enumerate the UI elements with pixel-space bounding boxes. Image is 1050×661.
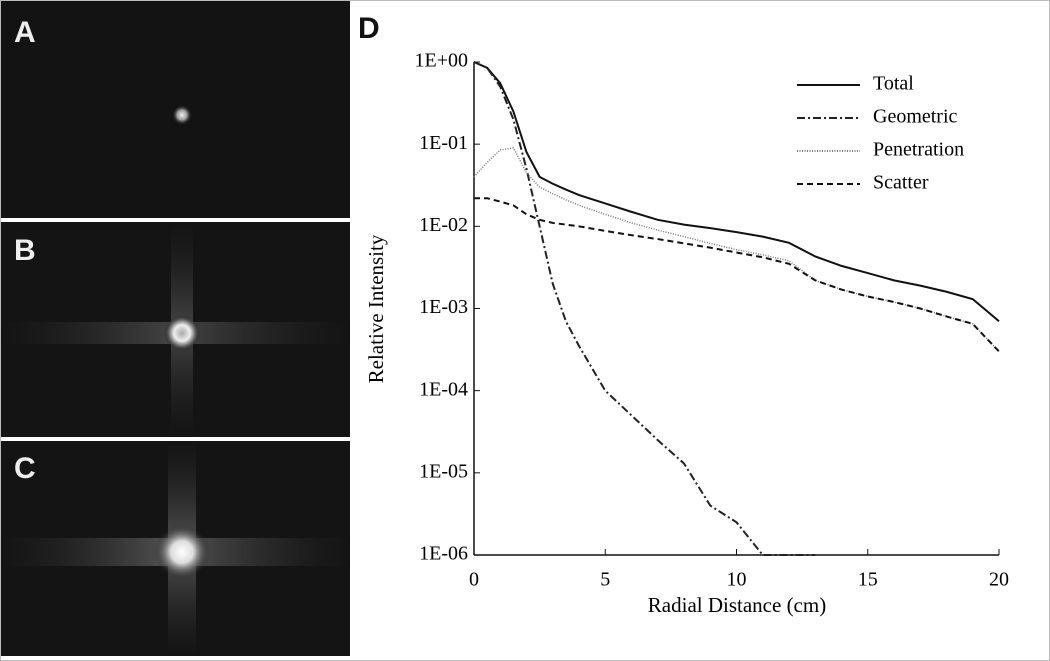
x-tick-label: 0 bbox=[469, 569, 479, 591]
legend-label: Scatter bbox=[873, 172, 929, 194]
panel-label: B bbox=[14, 234, 36, 267]
x-tick-label: 10 bbox=[727, 569, 747, 591]
series-line bbox=[473, 61, 816, 556]
y-tick-label: 1E-01 bbox=[419, 132, 468, 154]
x-tick-label: 20 bbox=[989, 569, 1009, 591]
series-line bbox=[473, 61, 1000, 322]
y-axis-label: Relative Intensity bbox=[364, 234, 388, 383]
x-axis-label: Radial Distance (cm) bbox=[648, 593, 826, 617]
x-tick-label: 5 bbox=[600, 569, 610, 591]
panel-label: A bbox=[14, 16, 36, 49]
legend-label: Total bbox=[873, 73, 914, 95]
y-tick-label: 1E-05 bbox=[419, 460, 468, 482]
legend-label: Geometric bbox=[873, 106, 958, 128]
x-tick-label: 15 bbox=[858, 569, 878, 591]
panel-label: C bbox=[14, 452, 36, 485]
y-tick-label: 1E-02 bbox=[419, 214, 468, 236]
panel-label: D bbox=[358, 12, 380, 45]
panel-b: B bbox=[1, 222, 350, 437]
y-tick-label: 1E-04 bbox=[419, 378, 468, 400]
legend-label: Penetration bbox=[873, 139, 964, 161]
panel-c: C bbox=[1, 441, 350, 656]
y-tick-label: 1E-06 bbox=[419, 543, 468, 565]
panel-a: A bbox=[1, 1, 350, 218]
y-tick-label: 1E+00 bbox=[415, 50, 469, 72]
y-tick-label: 1E-03 bbox=[419, 296, 468, 318]
